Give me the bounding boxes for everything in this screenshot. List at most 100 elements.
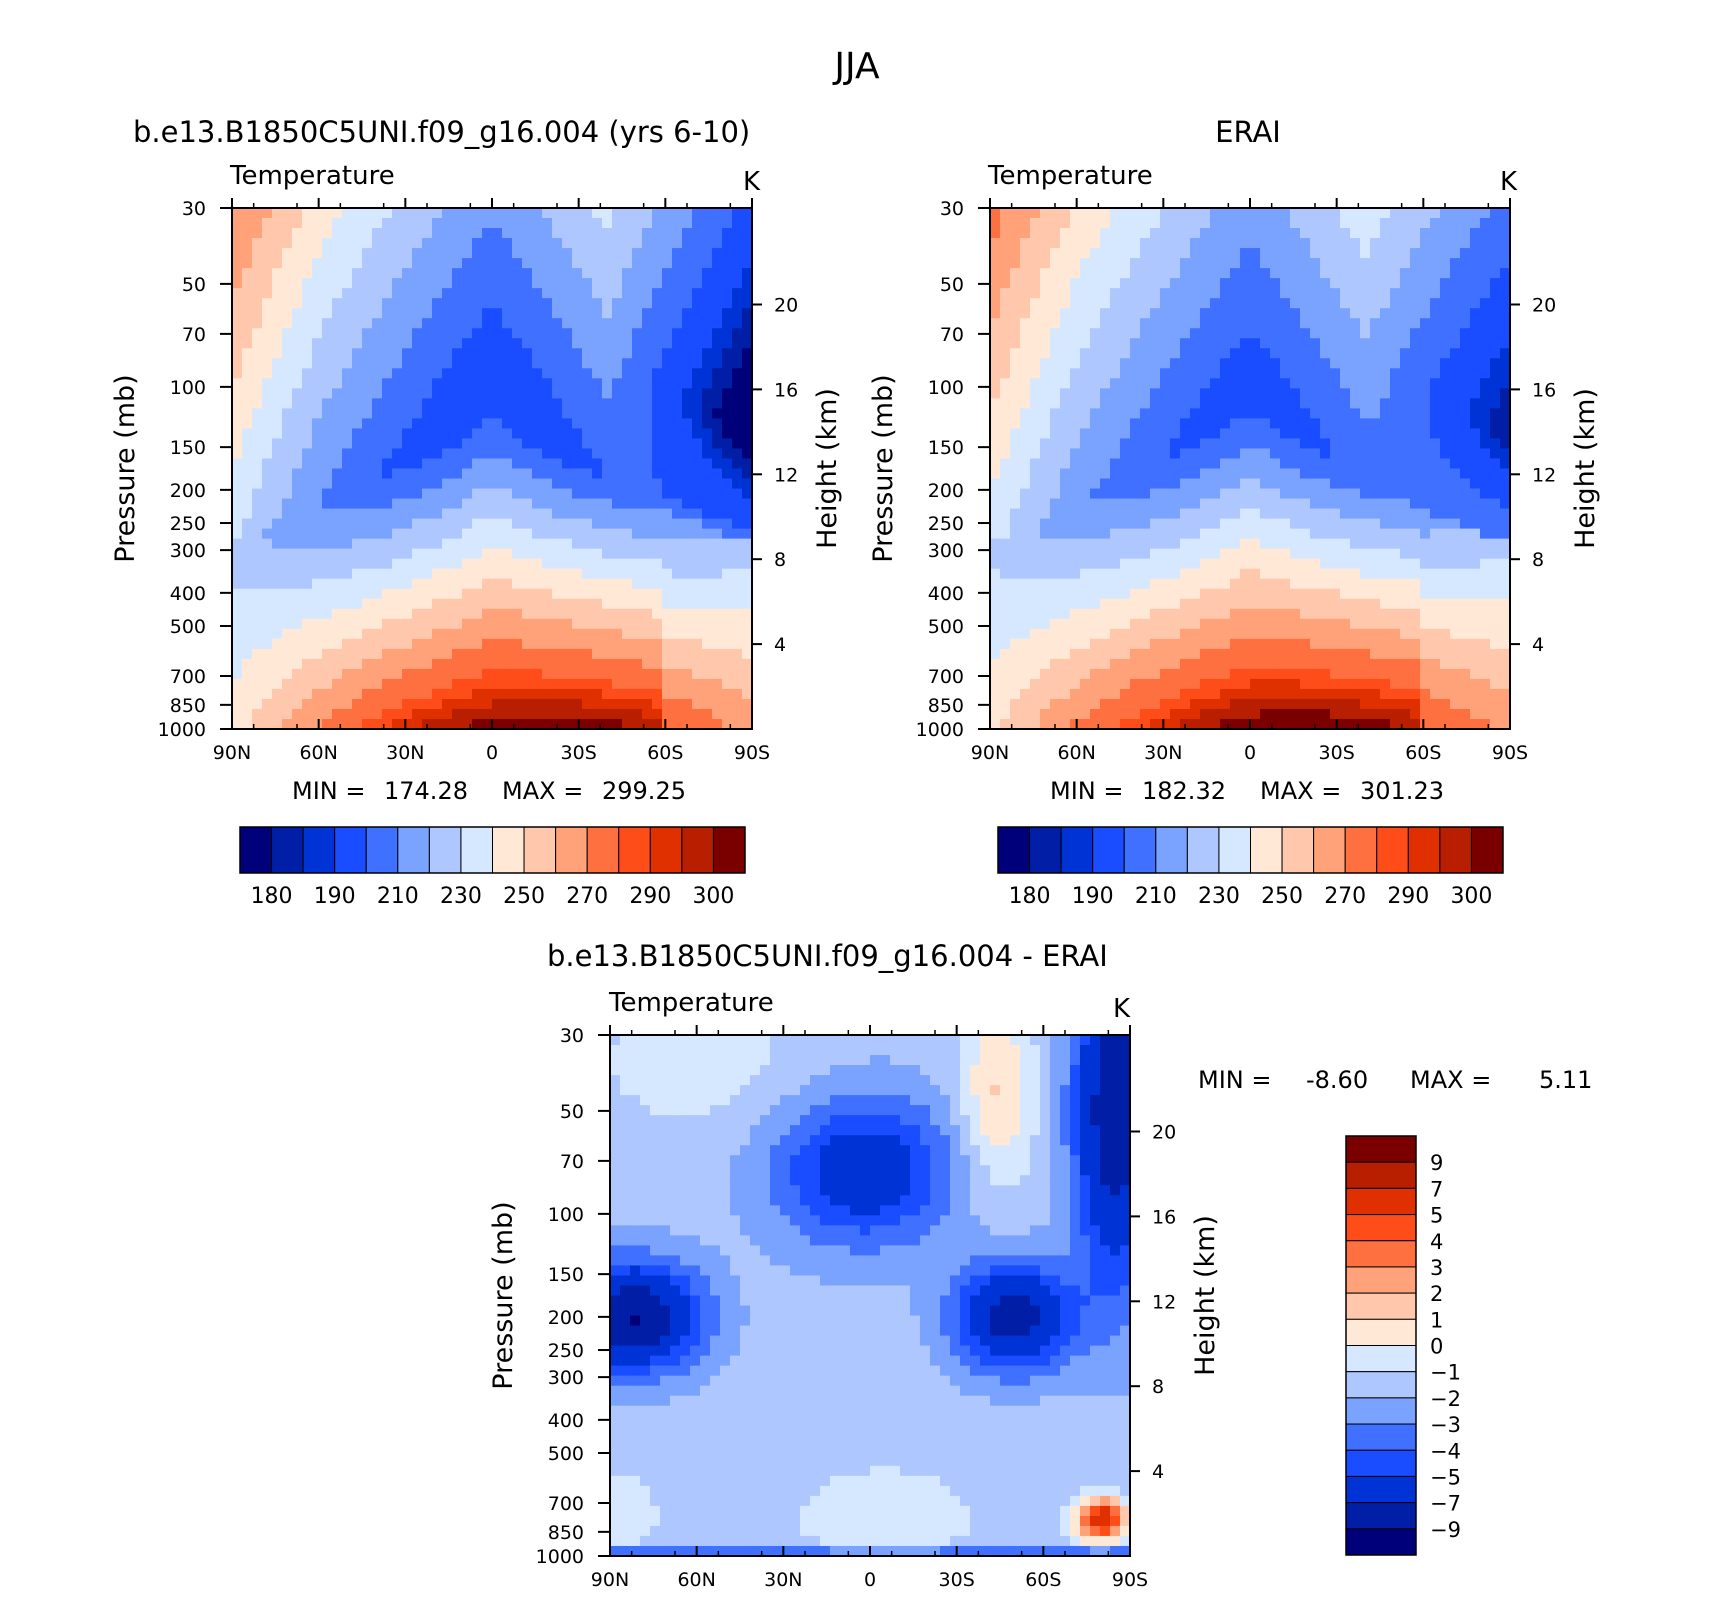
- field-cell: [1260, 528, 1271, 540]
- field-cell: [1320, 358, 1331, 369]
- field-cell: [702, 368, 713, 379]
- field-cell: [352, 388, 363, 399]
- field-cell: [1330, 308, 1341, 319]
- field-cell: [712, 318, 723, 329]
- field-cell: [1250, 518, 1261, 530]
- field-cell: [1420, 448, 1431, 460]
- field-cell: [1370, 368, 1381, 379]
- field-cell: [532, 468, 543, 480]
- field-cell: [1350, 408, 1361, 419]
- field-cell: [1240, 278, 1251, 289]
- field-cell: [1080, 388, 1091, 399]
- field-cell: [592, 688, 603, 700]
- field-cell: [1450, 578, 1461, 590]
- field-cell: [1090, 578, 1101, 590]
- field-cell: [1350, 448, 1361, 460]
- field-cell: [1090, 428, 1101, 440]
- field-cell: [742, 668, 753, 680]
- field-cell: [542, 508, 553, 520]
- field-cell: [392, 228, 403, 239]
- field-cell: [402, 458, 413, 470]
- field-cell: [1170, 478, 1181, 490]
- field-cell: [672, 648, 683, 660]
- field-cell: [592, 488, 603, 500]
- field-cell: [1020, 418, 1031, 430]
- field-cell: [442, 578, 453, 590]
- field-cell: [732, 348, 743, 359]
- field-cell: [602, 228, 613, 239]
- field-cell: [702, 588, 713, 600]
- field-cell: [1110, 448, 1121, 460]
- field-cell: [1390, 558, 1401, 570]
- field-cell: [1360, 528, 1371, 540]
- field-cell: [1340, 278, 1351, 289]
- field-cell: [252, 268, 263, 279]
- field-cell: [1490, 248, 1501, 259]
- field-cell: [1190, 308, 1201, 319]
- field-cell: [1250, 598, 1261, 610]
- field-cell: [532, 248, 543, 259]
- field-cell: [422, 368, 433, 379]
- field-cell: [1200, 308, 1211, 319]
- field-cell: [1020, 298, 1031, 309]
- field-cell: [482, 328, 493, 339]
- field-cell: [512, 498, 523, 510]
- field-cell: [1090, 368, 1101, 379]
- field-cell: [332, 578, 343, 590]
- field-cell: [742, 518, 753, 530]
- field-cell: [452, 388, 463, 399]
- field-cell: [672, 598, 683, 610]
- field-cell: [262, 368, 273, 379]
- field-cell: [292, 288, 303, 299]
- field-cell: [472, 218, 483, 229]
- field-cell: [1070, 518, 1081, 530]
- field-cell: [282, 628, 293, 640]
- field-cell: [1170, 488, 1181, 500]
- field-cell: [1320, 278, 1331, 289]
- field-cell: [332, 378, 343, 389]
- field-cell: [1460, 498, 1471, 510]
- field-cell: [562, 518, 573, 530]
- field-cell: [1150, 388, 1161, 399]
- field-cell: [332, 338, 343, 349]
- field-cell: [652, 318, 663, 329]
- field-cell: [362, 478, 373, 490]
- field-cell: [282, 638, 293, 650]
- field-cell: [252, 698, 263, 710]
- field-cell: [662, 328, 673, 339]
- field-cell: [272, 248, 283, 259]
- field-cell: [562, 258, 573, 269]
- field-cell: [382, 718, 393, 730]
- field-cell: [1260, 408, 1271, 419]
- field-cell: [1450, 508, 1461, 520]
- field-cell: [262, 708, 273, 720]
- field-cell: [542, 568, 553, 580]
- field-cell: [1070, 478, 1081, 490]
- field-cell: [462, 588, 473, 600]
- field-cell: [332, 288, 343, 299]
- field-cell: [1450, 538, 1461, 550]
- field-cell: [392, 488, 403, 500]
- field-cell: [602, 308, 613, 319]
- field-cell: [1480, 538, 1491, 550]
- field-cell: [1470, 358, 1481, 369]
- field-cell: [452, 368, 463, 379]
- field-cell: [1220, 268, 1231, 279]
- field-cell: [652, 398, 663, 409]
- field-cell: [372, 478, 383, 490]
- field-cell: [292, 668, 303, 680]
- field-cell: [1220, 288, 1231, 299]
- field-cell: [612, 538, 623, 550]
- field-cell: [562, 558, 573, 570]
- field-cell: [662, 568, 673, 580]
- field-cell: [742, 658, 753, 670]
- field-cell: [622, 678, 633, 690]
- field-cell: [1320, 298, 1331, 309]
- field-cell: [1450, 478, 1461, 490]
- field-cell: [282, 508, 293, 520]
- field-cell: [282, 248, 293, 259]
- field-cell: [1130, 598, 1141, 610]
- field-cell: [592, 518, 603, 530]
- field-cell: [322, 578, 333, 590]
- field-cell: [1050, 458, 1061, 470]
